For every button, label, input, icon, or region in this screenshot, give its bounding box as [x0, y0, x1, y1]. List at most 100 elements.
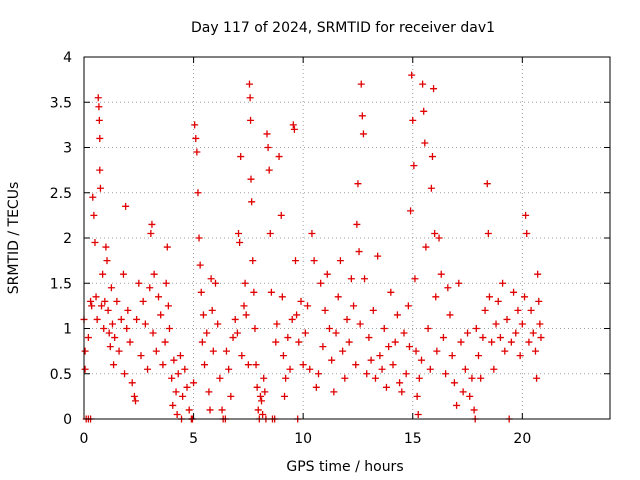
data-point [261, 388, 269, 396]
y-tick-label: 4 [63, 50, 72, 66]
data-point [247, 175, 255, 183]
data-point [122, 202, 130, 210]
data-point [249, 257, 257, 265]
data-point [119, 270, 127, 278]
data-point [400, 329, 408, 337]
data-point [410, 162, 418, 170]
data-point [411, 275, 419, 283]
data-point [168, 374, 176, 382]
x-tick-label: 20 [513, 431, 531, 447]
data-point [81, 347, 89, 355]
data-point [533, 374, 541, 382]
data-point [350, 302, 358, 310]
data-point [201, 361, 209, 369]
data-point [363, 370, 371, 378]
data-point [93, 315, 101, 323]
data-point [92, 293, 100, 301]
x-tick-label: 10 [294, 431, 312, 447]
data-point [499, 279, 507, 287]
data-point [170, 356, 178, 364]
data-point [96, 166, 104, 174]
data-point [209, 347, 217, 355]
data-point [246, 94, 254, 102]
data-point [111, 334, 119, 342]
y-tick-label: 2.5 [50, 186, 72, 202]
data-point [407, 207, 415, 215]
data-point [90, 211, 98, 219]
data-point [288, 315, 296, 323]
data-point [330, 388, 338, 396]
data-point [437, 270, 445, 278]
data-point [525, 338, 533, 346]
data-point [352, 361, 360, 369]
data-point [264, 144, 272, 151]
data-point [137, 352, 145, 360]
data-point [439, 334, 447, 342]
data-point [459, 388, 467, 396]
data-point [216, 374, 224, 382]
data-point [365, 334, 373, 342]
data-point [371, 374, 379, 382]
data-point [126, 338, 134, 346]
data-point [169, 401, 177, 409]
data-point [391, 338, 399, 346]
data-point [123, 325, 131, 332]
data-point [393, 311, 401, 319]
data-point [252, 361, 260, 369]
data-point [494, 297, 502, 305]
data-point [94, 94, 102, 102]
data-point [353, 220, 361, 228]
data-point [88, 302, 96, 310]
data-point [536, 320, 544, 328]
data-point [475, 352, 482, 360]
data-point [483, 180, 491, 188]
data-point [419, 80, 427, 88]
data-point [113, 297, 121, 305]
data-point [148, 220, 156, 228]
data-points [80, 71, 545, 423]
data-point [273, 320, 281, 328]
data-point [481, 306, 489, 314]
data-point [284, 334, 292, 342]
data-point [193, 148, 201, 156]
data-point [501, 347, 509, 355]
data-point [279, 352, 287, 360]
x-tick-label: 0 [80, 431, 89, 447]
data-point [357, 80, 365, 88]
data-point [277, 211, 285, 219]
data-point [278, 293, 286, 301]
data-point [345, 338, 353, 346]
x-tick-label: 15 [404, 431, 422, 447]
data-point [290, 125, 298, 133]
data-point [128, 379, 136, 387]
data-point [389, 361, 397, 369]
data-point [267, 288, 275, 296]
data-point [430, 85, 438, 93]
data-point [207, 275, 215, 283]
data-point [468, 374, 476, 382]
data-point [477, 374, 485, 382]
data-point [253, 383, 261, 391]
data-point [103, 257, 111, 265]
data-point [258, 397, 266, 405]
data-point [237, 153, 245, 161]
data-point [266, 229, 274, 237]
data-point [409, 116, 417, 124]
y-tick-label: 0 [63, 412, 72, 428]
data-point [355, 248, 363, 256]
data-point [376, 352, 384, 360]
data-point [291, 257, 299, 265]
data-point [117, 315, 125, 323]
data-point [537, 334, 545, 342]
data-point [385, 343, 393, 351]
axis-ticks [83, 56, 610, 420]
data-point [95, 103, 103, 111]
data-point [233, 329, 241, 337]
data-point [179, 392, 187, 400]
data-point [236, 239, 244, 247]
data-point [315, 370, 323, 378]
data-point [100, 325, 108, 332]
data-point [99, 270, 107, 278]
data-point [176, 352, 184, 360]
